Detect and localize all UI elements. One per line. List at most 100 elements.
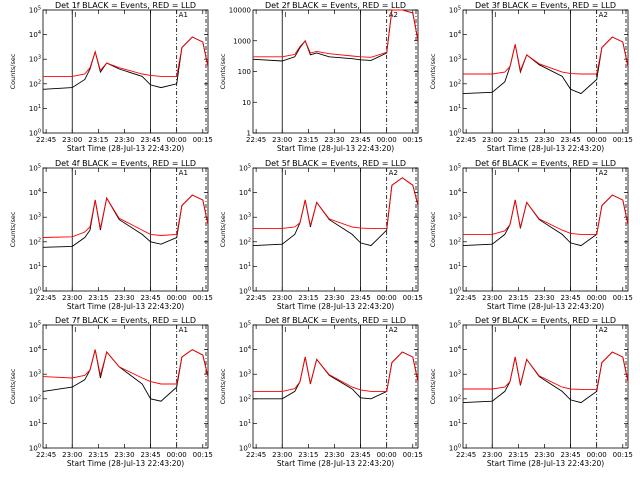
x-tick-label: 23:15 [88, 451, 108, 459]
y-axis-label: Counts/sec [219, 211, 227, 247]
x-tick-label: 23:30 [114, 294, 134, 302]
panel-4: Det 4f BLACK = Events, RED = LLD 100 101 10… [9, 159, 213, 311]
lld-line [463, 351, 629, 390]
x-tick-label: 22:45 [36, 451, 56, 459]
y-tick-label: 103 [29, 213, 41, 222]
plot-frame [462, 9, 629, 134]
y-tick-label: 100 [449, 129, 461, 138]
x-tick-label: 22:45 [456, 294, 476, 302]
y-tick-label: 101 [239, 262, 251, 271]
x-axis-label: Start Time (28-Jul-13 22:43:20) [487, 302, 604, 311]
marker-label: I [74, 169, 76, 177]
x-tick-label: 23:00 [272, 136, 292, 144]
y-tick-label: 105 [239, 321, 251, 330]
lld-line [253, 9, 419, 58]
panel-title: Det 4f BLACK = Events, RED = LLD [55, 159, 196, 168]
x-tick-label: 00:15 [193, 451, 213, 459]
y-axis-label: Counts/sec [9, 53, 17, 89]
y-tick-label: 103 [449, 213, 461, 222]
y-tick-label: 102 [239, 237, 251, 246]
lld-line [42, 349, 209, 385]
y-tick-label: 105 [449, 164, 461, 173]
marker-label: A1 [179, 326, 188, 334]
x-tick-label: 23:00 [482, 136, 502, 144]
y-tick-label: 105 [29, 164, 41, 173]
x-tick-label: 00:15 [613, 294, 633, 302]
y-axis-label: Counts/sec [9, 211, 17, 247]
y-tick-label: 101 [239, 419, 251, 428]
marker-label: I [74, 326, 76, 334]
y-axis-label: Counts/sec [219, 368, 227, 404]
plot-frame [42, 9, 209, 134]
marker-label: I [494, 169, 496, 177]
y-axis-label: Counts/sec [219, 53, 227, 89]
x-tick-label: 23:30 [534, 451, 554, 459]
y-tick-label: 100 [239, 287, 251, 296]
x-axis-label: Start Time (28-Jul-13 22:43:20) [67, 144, 184, 153]
y-tick-label: 105 [29, 6, 41, 15]
y-tick-label: 102 [239, 394, 251, 403]
marker-label: A2 [599, 326, 608, 334]
plot-frame [252, 324, 419, 449]
x-axis-label: Start Time (28-Jul-13 22:43:20) [277, 459, 394, 468]
x-tick-label: 00:00 [167, 294, 187, 302]
y-tick-label: 101 [449, 262, 461, 271]
y-tick-label: 103 [29, 55, 41, 64]
x-tick-label: 23:00 [62, 451, 82, 459]
events-line [462, 351, 629, 404]
x-axis-label: Start Time (28-Jul-13 22:43:20) [277, 144, 394, 153]
plot-frame [252, 9, 419, 134]
y-tick-label: 104 [239, 345, 251, 354]
x-tick-label: 23:45 [560, 136, 580, 144]
y-tick-label: 103 [449, 370, 461, 379]
y-tick-label: 102 [29, 79, 41, 88]
panel-3: Det 3f BLACK = Events, RED = LLD 100 101 10… [429, 1, 633, 153]
marker-label: A1 [179, 11, 188, 19]
y-tick-label: 104 [449, 30, 461, 39]
x-tick-label: 23:45 [560, 451, 580, 459]
panel-9: Det 9f BLACK = Events, RED = LLD 100 101 10… [429, 316, 633, 468]
x-tick-label: 23:15 [298, 451, 318, 459]
lld-line [253, 351, 419, 392]
y-tick-label: 101 [449, 104, 461, 113]
y-tick-label: 103 [239, 213, 251, 222]
y-tick-label: 100 [239, 444, 251, 453]
panel-title: Det 7f BLACK = Events, RED = LLD [55, 316, 196, 325]
marker-label: A2 [599, 169, 608, 177]
y-tick-label: 104 [29, 30, 41, 39]
y-tick-label: 1 [247, 130, 251, 138]
x-tick-label: 23:45 [140, 136, 160, 144]
y-tick-label: 1000 [233, 37, 251, 45]
y-tick-label: 104 [29, 345, 41, 354]
plot-frame [462, 167, 629, 292]
x-axis-label: Start Time (28-Jul-13 22:43:20) [487, 459, 604, 468]
panel-title: Det 1f BLACK = Events, RED = LLD [55, 1, 196, 10]
x-tick-label: 00:00 [587, 451, 607, 459]
panel-title: Det 6f BLACK = Events, RED = LLD [475, 159, 616, 168]
x-tick-label: 23:30 [324, 294, 344, 302]
y-tick-label: 104 [239, 188, 251, 197]
events-line [462, 36, 629, 95]
plot-frame [42, 167, 209, 292]
y-tick-label: 101 [449, 419, 461, 428]
y-tick-label: 104 [29, 188, 41, 197]
y-axis-label: Counts/sec [9, 368, 17, 404]
lld-line [253, 177, 419, 229]
x-tick-label: 00:15 [193, 294, 213, 302]
x-tick-label: 23:30 [114, 451, 134, 459]
x-tick-label: 23:00 [272, 451, 292, 459]
y-tick-label: 100 [238, 68, 251, 76]
x-tick-label: 23:00 [62, 136, 82, 144]
x-tick-label: 23:45 [350, 136, 370, 144]
marker-label: I [74, 11, 76, 19]
x-tick-label: 00:00 [377, 136, 397, 144]
x-tick-label: 00:15 [403, 136, 423, 144]
x-tick-label: 23:15 [508, 136, 528, 144]
x-tick-label: 00:15 [193, 136, 213, 144]
marker-label: I [284, 169, 286, 177]
panel-1: Det 1f BLACK = Events, RED = LLD 100 101 10… [9, 1, 213, 153]
marker-label: I [284, 11, 286, 19]
marker-label: I [284, 326, 286, 334]
x-tick-label: 23:15 [298, 294, 318, 302]
y-tick-label: 100 [449, 287, 461, 296]
